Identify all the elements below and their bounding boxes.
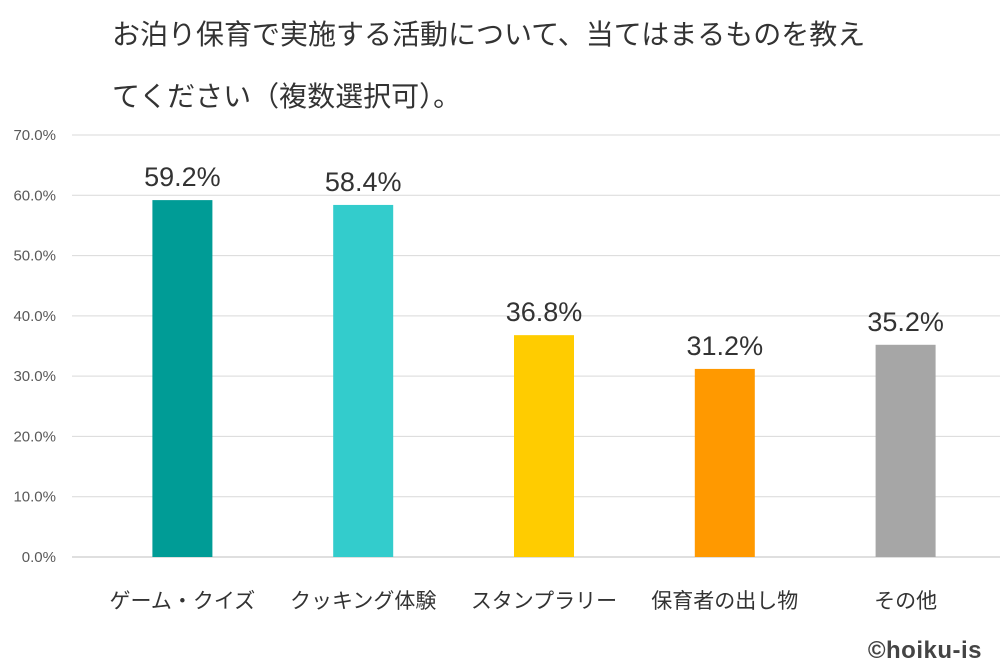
data-label: 31.2%: [687, 331, 764, 361]
y-tick-label: 70.0%: [13, 127, 56, 144]
y-tick-label: 40.0%: [13, 308, 56, 325]
y-tick-label: 50.0%: [13, 248, 56, 265]
x-tick-label: ゲーム・クイズ: [110, 589, 256, 613]
bar: [694, 368, 755, 557]
y-tick-label: 20.0%: [13, 428, 56, 445]
chart-title-line-1: お泊り保育で実施する活動について、当てはまるものを教え: [112, 18, 866, 51]
bar: [333, 204, 394, 557]
bar: [514, 335, 574, 557]
copyright-credit: ©hoiku-is: [867, 637, 982, 664]
x-tick-label: 保育者の出し物: [651, 589, 798, 613]
chart-title: お泊り保育で実施する活動について、当てはまるものを教え てください（複数選択可）…: [112, 0, 972, 128]
data-label: 35.2%: [867, 307, 944, 337]
x-tick-label: その他: [874, 589, 937, 613]
x-tick-label: クッキング体験: [290, 589, 436, 613]
y-tick-label: 30.0%: [13, 368, 56, 385]
data-label: 59.2%: [144, 162, 221, 192]
y-tick-label: 0.0%: [22, 549, 56, 566]
data-label: 58.4%: [325, 167, 402, 197]
y-tick-label: 60.0%: [13, 187, 56, 204]
bar: [152, 200, 213, 557]
x-tick-label: スタンプラリー: [471, 589, 617, 613]
bar: [875, 344, 936, 557]
data-label: 36.8%: [506, 297, 583, 327]
y-tick-label: 10.0%: [13, 489, 56, 506]
chart-title-line-2: てください（複数選択可）。: [112, 80, 462, 113]
